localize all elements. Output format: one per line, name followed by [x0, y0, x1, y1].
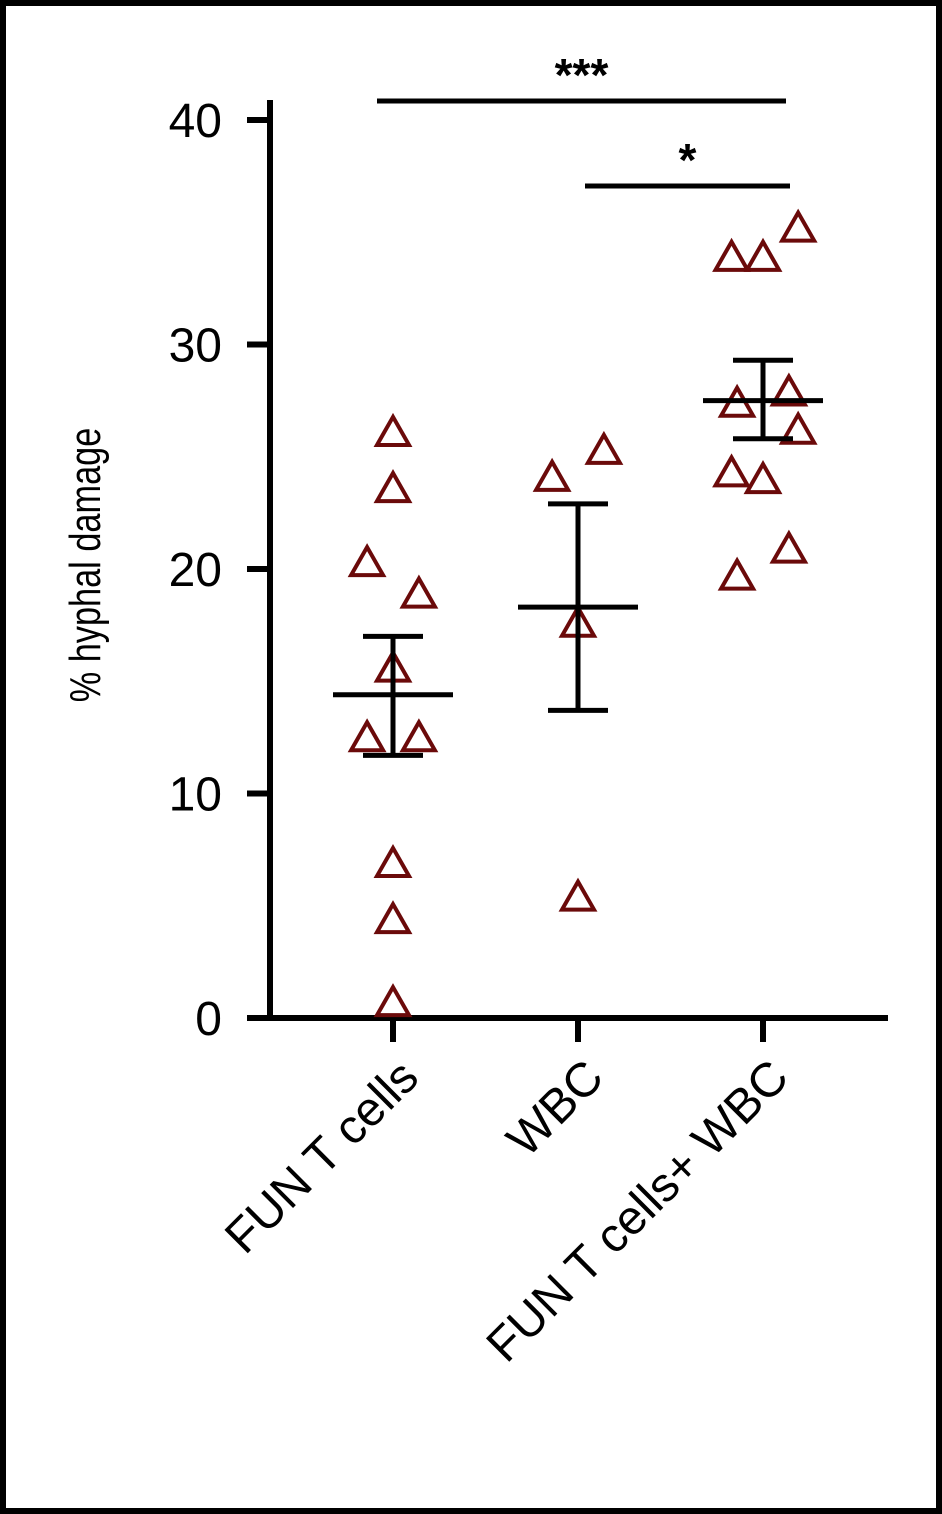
data-point [743, 460, 783, 495]
data-point [399, 718, 439, 753]
x-category-label: FUN T cells+ WBC [477, 1050, 799, 1372]
data-point [558, 877, 598, 912]
data-point [373, 469, 413, 504]
x-category-label: FUN T cells [215, 1050, 429, 1264]
data-point [712, 237, 751, 272]
data-point [769, 372, 809, 407]
x-category-label: WBC [497, 1050, 614, 1167]
y-tick-label: 20 [169, 544, 222, 597]
data-point [347, 543, 387, 578]
y-tick-label: 40 [169, 95, 222, 148]
data-point [347, 718, 387, 753]
y-tick-label: 0 [195, 993, 222, 1046]
significance-label: * [679, 134, 697, 186]
data-point [778, 410, 818, 445]
y-tick-label: 10 [169, 769, 222, 822]
data-point [532, 457, 572, 492]
data-point [399, 574, 439, 609]
data-point [712, 453, 751, 488]
data-point [373, 983, 413, 1018]
significance-label: *** [555, 49, 609, 101]
data-point [584, 430, 624, 465]
data-point [778, 208, 818, 243]
data-point [769, 529, 809, 564]
data-point [373, 412, 413, 447]
data-point [373, 900, 413, 935]
data-point [743, 237, 783, 272]
y-tick-label: 30 [169, 320, 222, 373]
data-point [373, 843, 413, 878]
y-axis-title: % hyphal damage [61, 428, 110, 703]
data-point [717, 556, 757, 591]
